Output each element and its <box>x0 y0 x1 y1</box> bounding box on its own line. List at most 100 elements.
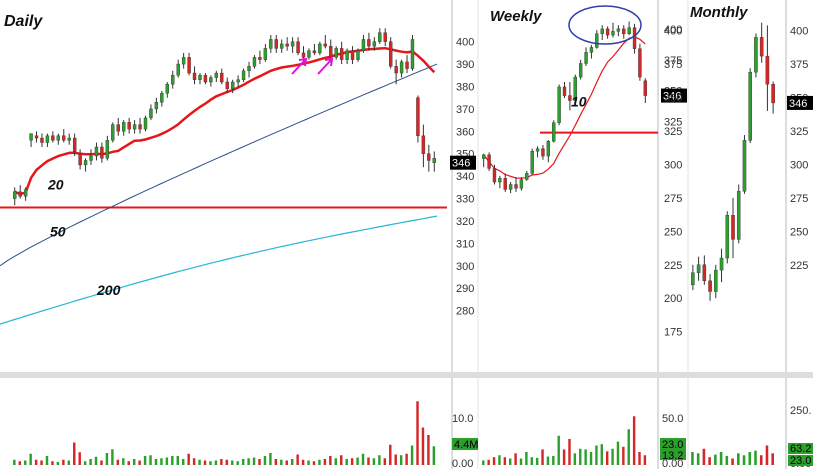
volume-bar <box>595 445 598 465</box>
volume-badge <box>788 443 813 454</box>
ma-annotation: 20 <box>47 177 64 193</box>
candle-body <box>388 41 393 67</box>
candle-body <box>492 168 497 183</box>
volume-bar <box>171 456 174 465</box>
volume-badge-label: 23.0 <box>662 439 683 451</box>
candle-body <box>748 71 752 141</box>
last-price-label: 346 <box>663 91 681 103</box>
volume-bar <box>23 460 27 465</box>
volume-bar <box>643 455 647 465</box>
volume-bar <box>759 455 763 465</box>
volume-bar <box>138 460 141 465</box>
y-tick-label: 200 <box>664 293 682 305</box>
candle-body <box>100 146 104 159</box>
candle-body <box>519 179 524 189</box>
volume-bar <box>192 458 196 465</box>
candle-body <box>165 84 169 94</box>
volume-bar <box>34 459 38 465</box>
volume-bar <box>742 455 746 465</box>
volume-bar <box>182 459 185 465</box>
candle-body <box>508 184 513 190</box>
y-tick-label: 380 <box>456 82 474 94</box>
candle-body <box>225 81 229 89</box>
volume-bar <box>765 445 769 465</box>
y-tick-label: 225 <box>664 260 682 272</box>
volume-bar <box>187 453 190 465</box>
ma-200-line <box>0 215 438 325</box>
trend-arrow <box>317 59 332 75</box>
volume-bar <box>127 461 130 465</box>
volume-bar <box>203 460 207 465</box>
candle-body <box>427 153 431 161</box>
weekly-panel: 325 350 375 400 Weekly 346 10 10.0 0.00 4.4M <box>452 8 687 470</box>
candle-body <box>487 154 491 169</box>
candle-body <box>187 57 191 74</box>
candle-body <box>405 61 409 69</box>
candle-body <box>345 50 349 60</box>
candle-body <box>34 135 39 139</box>
volume-bar <box>62 459 65 465</box>
candle-body <box>116 124 120 132</box>
volume-bar <box>165 457 169 465</box>
volume-bar <box>399 455 403 465</box>
candle-body <box>62 135 66 141</box>
volume-bar <box>176 456 180 465</box>
candle-body <box>568 95 572 101</box>
volume-bar <box>89 459 92 465</box>
candle-body <box>600 28 604 35</box>
volume-bar <box>514 453 517 465</box>
candle-body <box>127 122 131 130</box>
volume-bar <box>111 449 114 465</box>
volume-bar <box>509 458 512 465</box>
trend-arrow <box>324 57 334 67</box>
candle-body <box>714 269 718 292</box>
ma-annotation: 50 <box>50 224 66 240</box>
volume-bar <box>214 460 218 465</box>
candle-body <box>236 79 240 83</box>
y-tick-label: 325 <box>664 126 682 138</box>
volume-bar <box>771 453 774 465</box>
candle-body <box>334 48 338 58</box>
volume-bar <box>562 449 566 465</box>
volume-bar <box>350 458 354 465</box>
volume-bar <box>105 453 109 465</box>
volume-bar <box>579 448 582 465</box>
volume-bar <box>301 459 305 465</box>
candle-body <box>372 41 377 47</box>
volume-badge-label: 13.2 <box>662 450 683 462</box>
candle-body <box>312 50 317 54</box>
y-tick-label: 250 <box>664 226 682 238</box>
volume-bar <box>748 452 752 465</box>
volume-bar <box>51 461 54 465</box>
volume-bar <box>487 459 490 465</box>
volume-bar <box>345 459 348 465</box>
volume-bar <box>573 453 577 465</box>
y-tick-label: 175 <box>664 327 682 339</box>
candle-body <box>573 76 577 101</box>
last-price-label: 346 <box>789 98 807 110</box>
volume-bar <box>225 459 229 465</box>
candle-body <box>138 124 142 130</box>
candle-body <box>632 27 637 49</box>
y-tick-label: 360 <box>456 126 474 138</box>
candle-body <box>192 72 197 80</box>
candle-body <box>198 75 202 80</box>
volume-bar <box>503 457 507 465</box>
volume-badge <box>660 438 686 450</box>
candle-body <box>708 280 712 292</box>
y-tick-label: 225 <box>790 260 808 272</box>
candle-body <box>643 80 647 96</box>
trend-arrow <box>291 59 306 75</box>
candle-body <box>247 66 251 72</box>
candle-body <box>94 146 99 157</box>
y-tick-label: 350 <box>664 93 682 105</box>
candle-body <box>23 189 28 197</box>
volume-badge <box>788 455 813 466</box>
volume-bar <box>312 461 316 465</box>
candle-body <box>638 48 642 78</box>
candle-body <box>719 257 724 271</box>
volume-bar <box>632 416 636 465</box>
y-tick-label: 320 <box>456 216 474 228</box>
volume-bar <box>236 461 239 465</box>
